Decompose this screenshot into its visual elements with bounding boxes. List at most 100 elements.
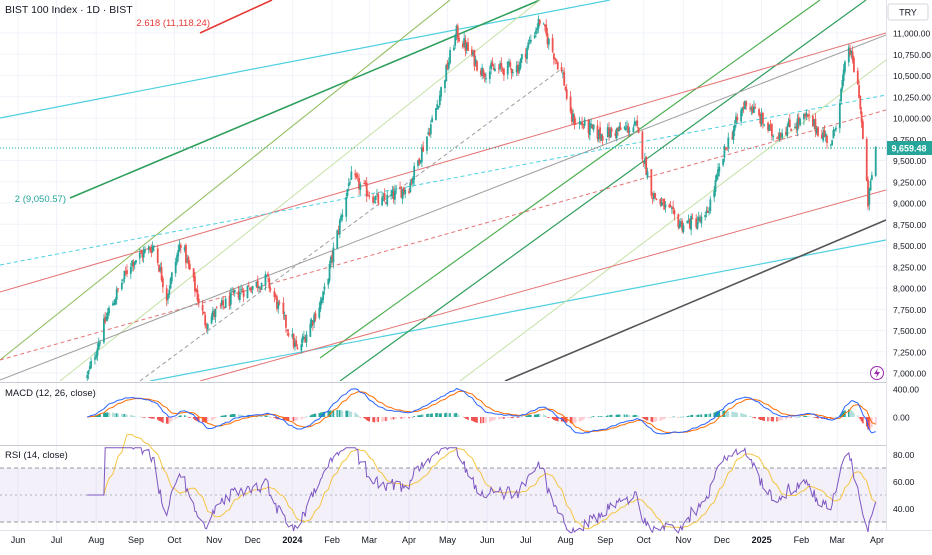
macd-histogram-bar bbox=[494, 417, 496, 420]
macd-line bbox=[87, 389, 876, 434]
time-tick-label: Oct bbox=[637, 535, 652, 545]
candle-body bbox=[216, 307, 218, 308]
macd-histogram-bar bbox=[431, 414, 433, 417]
candle-body bbox=[866, 139, 868, 181]
candle-body bbox=[175, 262, 177, 273]
candle-body bbox=[126, 270, 128, 274]
candle-body bbox=[545, 25, 547, 34]
candle-body bbox=[248, 286, 250, 287]
candle-body bbox=[754, 107, 756, 108]
candle-body bbox=[336, 230, 338, 248]
candle-body bbox=[629, 131, 631, 132]
green-channel-line-2 bbox=[60, 0, 540, 381]
candle-body bbox=[204, 315, 206, 326]
macd-histogram-bar bbox=[234, 414, 236, 417]
time-tick-label: Feb bbox=[794, 535, 810, 545]
macd-histogram-bar bbox=[674, 417, 676, 418]
macd-histogram-bar bbox=[853, 413, 855, 417]
candle-body bbox=[485, 78, 487, 80]
candle-body bbox=[590, 124, 592, 125]
candle-body bbox=[489, 71, 491, 79]
candle-body bbox=[561, 67, 563, 71]
candle-body bbox=[377, 194, 379, 203]
macd-histogram-bar bbox=[135, 417, 137, 418]
macd-histogram-bar bbox=[351, 412, 353, 417]
rsi-panel bbox=[0, 435, 886, 533]
candle-body bbox=[762, 113, 764, 124]
price-tick-label: 9,250.00 bbox=[893, 177, 926, 187]
candle-body bbox=[574, 116, 576, 125]
macd-histogram-bar bbox=[153, 417, 155, 419]
candle-body bbox=[97, 349, 99, 356]
candle-body bbox=[348, 183, 350, 186]
candle-body bbox=[704, 215, 706, 217]
candle-body bbox=[638, 127, 640, 133]
candle-body bbox=[566, 89, 568, 98]
fib-2-green-line[interactable] bbox=[70, 0, 540, 198]
last-price-badge: 9,659.48 bbox=[887, 141, 932, 155]
rsi-axis[interactable]: 80.00 60.00 40.00 bbox=[893, 450, 915, 514]
macd-histogram-bar bbox=[360, 417, 362, 418]
macd-histogram-bar bbox=[575, 417, 577, 423]
cyan-trendline-lower[interactable] bbox=[150, 240, 886, 381]
candle-body bbox=[243, 290, 245, 296]
lightning-icon[interactable] bbox=[871, 367, 884, 380]
candle-body bbox=[375, 196, 377, 200]
candle-body bbox=[121, 283, 123, 289]
candle-body bbox=[98, 343, 100, 349]
rsi-tick-label: 60.00 bbox=[893, 477, 915, 487]
macd-histogram-bar bbox=[395, 417, 397, 419]
time-tick-label: Aug bbox=[88, 535, 104, 545]
fib-2618-red-line[interactable] bbox=[200, 0, 272, 33]
candle-body bbox=[202, 305, 204, 311]
candle-body bbox=[372, 197, 374, 203]
candle-body bbox=[790, 129, 792, 131]
green-channel-line-4 bbox=[340, 0, 866, 381]
macd-histogram-bar bbox=[548, 417, 550, 418]
candle-body bbox=[153, 246, 155, 247]
candle-body bbox=[725, 147, 727, 148]
rsi-tick-label: 40.00 bbox=[893, 504, 915, 514]
macd-histogram-bar bbox=[620, 415, 622, 417]
candle-body bbox=[527, 43, 529, 48]
candle-body bbox=[861, 112, 863, 123]
candle-body bbox=[448, 62, 450, 68]
candle-body bbox=[329, 264, 331, 281]
candle-body bbox=[548, 39, 550, 45]
candle-body bbox=[654, 193, 656, 198]
gray-channel-lower bbox=[505, 220, 886, 381]
candle-body bbox=[404, 190, 406, 194]
candle-body bbox=[99, 342, 101, 343]
time-axis[interactable]: Jun Jul Aug Sep Oct Nov Dec 2024 Feb Mar Apr May Jun… bbox=[11, 535, 884, 545]
candle-body bbox=[570, 97, 572, 112]
time-tick-label: Sep bbox=[128, 535, 144, 545]
candle-body bbox=[509, 62, 511, 66]
drawing-overlays[interactable] bbox=[0, 0, 886, 381]
candle-body bbox=[543, 24, 545, 25]
macd-histogram-bar bbox=[857, 415, 859, 417]
candle-body bbox=[203, 312, 205, 314]
currency-button[interactable]: TRY bbox=[888, 4, 928, 20]
candle-body bbox=[674, 210, 676, 214]
price-axis[interactable]: 11,000.00 10,750.00 10,500.00 10,250.00 10,0… bbox=[893, 29, 931, 379]
candle-body bbox=[722, 159, 724, 165]
macd-histogram-bar bbox=[216, 417, 218, 418]
price-tick-label: 8,500.00 bbox=[893, 241, 926, 251]
candle-body bbox=[347, 189, 349, 196]
price-tick-label: 10,250.00 bbox=[893, 92, 931, 102]
last-price-value: 9,659.48 bbox=[891, 144, 926, 154]
candle-body bbox=[862, 121, 864, 138]
candle-body bbox=[840, 89, 842, 101]
candle-body bbox=[90, 361, 92, 368]
macd-histogram-bar bbox=[485, 417, 487, 423]
macd-axis[interactable]: 400.00 0.00 bbox=[893, 385, 919, 423]
candle-body bbox=[152, 246, 154, 251]
macd-histogram-bar bbox=[781, 417, 783, 420]
candle-body bbox=[252, 286, 254, 290]
candle-body bbox=[177, 250, 179, 256]
time-tick-label: Dec bbox=[714, 535, 731, 545]
candle-body bbox=[584, 119, 586, 125]
candle-body bbox=[144, 249, 146, 252]
